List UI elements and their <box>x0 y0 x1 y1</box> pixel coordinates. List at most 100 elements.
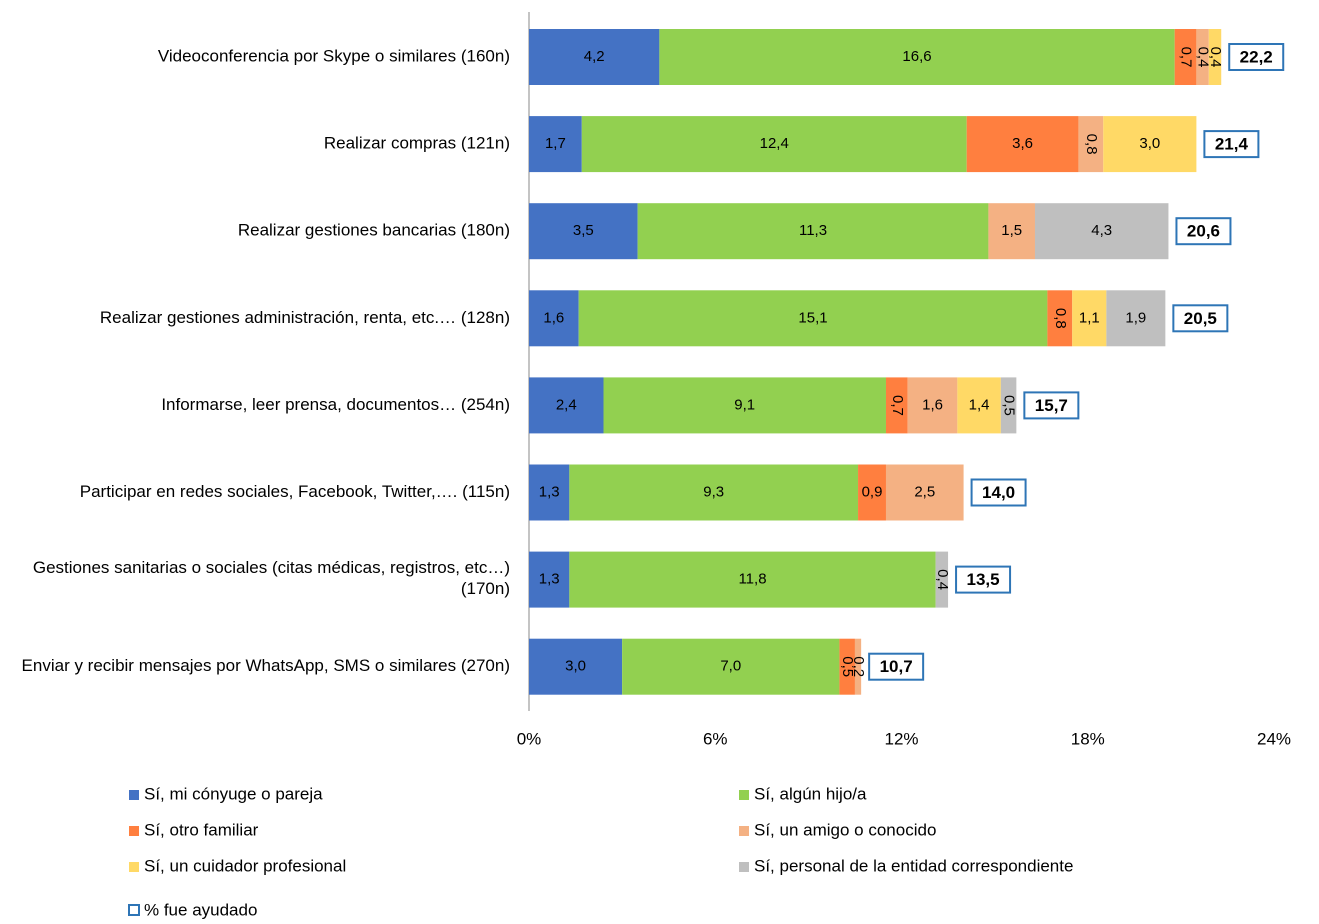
value-label: 0,7 <box>889 395 906 416</box>
total-box <box>1175 217 1232 246</box>
legend-label: Sí, algún hijo/a <box>754 784 867 803</box>
bar-segment <box>659 29 1175 85</box>
value-label: 9,1 <box>734 396 755 413</box>
value-label: 1,3 <box>539 571 560 588</box>
bar-segment <box>581 116 967 173</box>
value-label: 0,5 <box>839 656 856 677</box>
bar-segment <box>1106 290 1166 347</box>
value-label: 0,8 <box>1052 308 1069 329</box>
bar-segment <box>578 290 1048 347</box>
x-tick-label: 6% <box>703 729 728 748</box>
value-label: 2,5 <box>914 483 935 500</box>
bar-segment <box>637 203 989 260</box>
total-box <box>1172 304 1229 333</box>
bar-segment <box>966 116 1079 173</box>
value-label: 15,1 <box>798 309 827 326</box>
value-label: 11,3 <box>799 222 827 239</box>
legend-swatch <box>129 826 139 836</box>
value-label: 1,4 <box>969 396 990 413</box>
total-box <box>970 478 1027 507</box>
bar-segment <box>529 638 623 695</box>
value-label: 11,8 <box>738 571 766 588</box>
bar-segment <box>907 377 958 434</box>
bar-segment <box>529 29 660 85</box>
legend-swatch <box>128 904 140 916</box>
category-label: Realizar gestiones bancarias (180n) <box>238 221 510 240</box>
total-label: 10,7 <box>880 657 913 676</box>
total-box <box>1228 43 1285 71</box>
legend-swatch <box>739 790 749 800</box>
category-label: Realizar compras (121n) <box>324 134 510 153</box>
total-label: 21,4 <box>1215 135 1249 154</box>
value-label: 4,3 <box>1091 222 1112 239</box>
bar-segment <box>957 377 1001 434</box>
value-label: 0,2 <box>850 656 867 677</box>
bar-segment <box>1196 29 1209 85</box>
value-label: 0,9 <box>862 483 883 500</box>
legend-label: Sí, un cuidador profesional <box>144 856 346 875</box>
bar-segment <box>529 551 570 608</box>
value-label: 0,7 <box>1178 47 1195 68</box>
bar-segment <box>854 638 862 695</box>
legend-label: Sí, mi cónyuge o pareja <box>144 784 323 803</box>
value-label: 3,5 <box>573 222 594 239</box>
legend-label: Sí, personal de la entidad correspondien… <box>754 856 1073 875</box>
bar-segment <box>885 464 964 521</box>
legend-swatch <box>129 790 139 800</box>
bar-segment <box>569 464 859 521</box>
bar-segment <box>529 464 570 521</box>
total-box <box>1023 391 1080 420</box>
legend-swatch <box>739 862 749 872</box>
value-label: 3,0 <box>565 658 586 675</box>
value-label: 3,0 <box>1139 135 1160 152</box>
bar-segment <box>935 551 949 608</box>
value-label: 1,7 <box>545 135 566 152</box>
value-label: 4,2 <box>584 48 605 65</box>
value-label: 16,6 <box>902 48 931 65</box>
value-label: 0,4 <box>1195 47 1212 68</box>
x-tick-label: 0% <box>517 729 542 748</box>
bar-segment <box>529 203 638 260</box>
total-box <box>868 652 925 681</box>
value-label: 0,4 <box>934 569 951 590</box>
legend-swatch <box>129 862 139 872</box>
value-label: 1,5 <box>1001 222 1022 239</box>
bar-segment <box>1034 203 1169 260</box>
category-label: Informarse, leer prensa, documentos… (25… <box>161 395 510 414</box>
total-label: 20,5 <box>1184 309 1217 328</box>
x-tick-label: 24% <box>1257 729 1291 748</box>
value-label: 12,4 <box>760 135 789 152</box>
value-label: 0,5 <box>1001 395 1018 416</box>
bar-segment <box>1047 290 1073 347</box>
value-label: 2,4 <box>556 396 577 413</box>
value-label: 1,6 <box>543 309 564 326</box>
legend-label: % fue ayudado <box>144 900 257 919</box>
value-label: 1,3 <box>539 483 560 500</box>
bar-segment <box>858 464 886 521</box>
bar-segment <box>1174 29 1197 85</box>
legend-label: Sí, un amigo o conocido <box>754 820 936 839</box>
bar-segment <box>1072 290 1107 347</box>
total-label: 13,5 <box>967 570 1000 589</box>
value-label: 0,8 <box>1083 134 1100 155</box>
bar-segment <box>988 203 1035 260</box>
bar-segment <box>569 551 936 608</box>
bar-segment <box>885 377 908 434</box>
bar-segment <box>1078 116 1104 173</box>
total-box <box>955 565 1012 594</box>
value-label: 9,3 <box>703 483 724 500</box>
value-label: 1,9 <box>1125 309 1146 326</box>
category-label: Videoconferencia por Skype o similares (… <box>158 46 510 65</box>
bar-segment <box>1208 29 1222 85</box>
value-label: 0,4 <box>1207 47 1224 68</box>
legend-label: Sí, otro familiar <box>144 820 259 839</box>
category-label: Participar en redes sociales, Facebook, … <box>80 482 510 501</box>
value-label: 1,6 <box>922 396 943 413</box>
total-box <box>1203 130 1260 159</box>
value-label: 1,1 <box>1079 309 1100 326</box>
value-label: 3,6 <box>1012 135 1033 152</box>
total-label: 22,2 <box>1240 47 1273 66</box>
bar-segment <box>529 377 604 434</box>
category-label: Realizar gestiones administración, renta… <box>100 308 510 327</box>
